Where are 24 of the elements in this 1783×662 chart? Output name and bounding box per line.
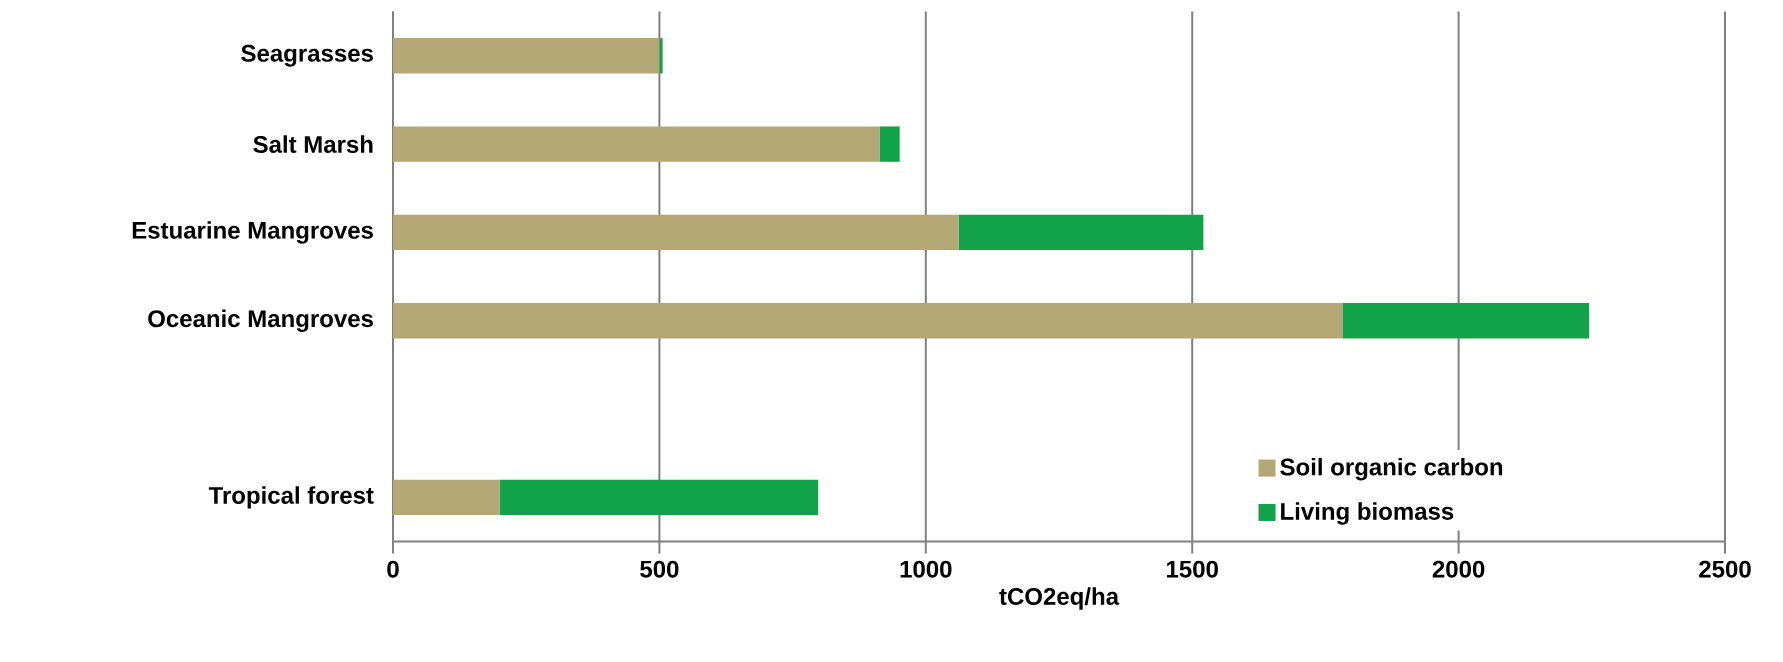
bar bbox=[393, 126, 880, 162]
y-tick-label: Seagrasses bbox=[241, 44, 373, 67]
bar bbox=[393, 303, 1343, 339]
bar bbox=[879, 126, 900, 162]
x-tick-label: 0 bbox=[387, 560, 399, 578]
x-tick-label: 2000 bbox=[1432, 560, 1485, 578]
bar bbox=[393, 214, 959, 251]
legend-label: Living biomass bbox=[1281, 502, 1454, 525]
bar bbox=[393, 38, 660, 74]
x-tick-label: 1000 bbox=[900, 560, 952, 578]
y-tick-label: Tropical forest bbox=[208, 486, 374, 509]
y-tick-label: Estuarine Mangroves bbox=[132, 221, 373, 244]
bar bbox=[393, 479, 500, 516]
x-tick-label: 500 bbox=[640, 560, 679, 578]
x-tick-label: 1500 bbox=[1167, 560, 1218, 578]
bar bbox=[499, 479, 819, 516]
y-tick-label: Salt Marsh bbox=[253, 135, 373, 153]
bar bbox=[659, 38, 663, 74]
bar bbox=[1342, 303, 1590, 339]
y-tick-label: Oceanic Mangroves bbox=[148, 309, 373, 333]
bar bbox=[958, 214, 1204, 251]
x-tick-label: 2500 bbox=[1699, 560, 1751, 578]
legend-label: Soil organic carbon bbox=[1280, 457, 1503, 481]
x-axis-title: tCO2eq/ha bbox=[999, 587, 1120, 610]
